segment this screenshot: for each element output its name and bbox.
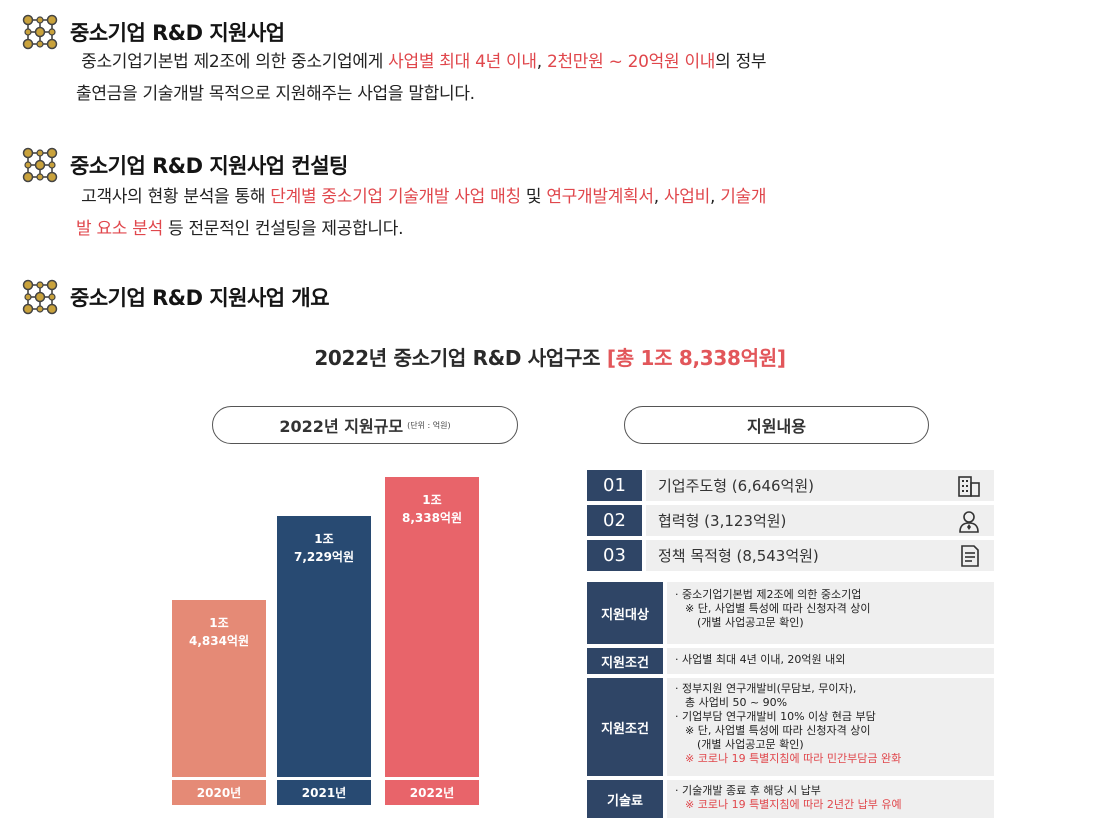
info-row-fee: 기술료 · 기술개발 종료 후 해당 시 납부 ※ 코로나 19 특별지침에 따… [587,780,994,818]
chart-bar: 1조 4,834억원 [172,600,266,777]
info-body: · 정부지원 연구개발비(무담보, 무이자), 총 사업비 50 ~ 90% ·… [667,678,994,776]
desc-text: , [536,52,547,72]
pill-unit: (단위 : 억원) [407,420,451,430]
structure-title-text: 2022년 중소기업 R&D 사업구조 [314,346,607,370]
desc-text: , [653,187,664,207]
program-cell: 정책 목적형 (8,543억원) [646,540,994,571]
bar-category-label: 2020년 [172,780,266,805]
info-line: · 사업별 최대 4년 이내, 20억원 내외 [675,653,846,666]
info-line: · 기술개발 종료 후 해당 시 납부 [675,784,821,797]
bar-category-label: 2022년 [385,780,479,805]
document-icon [961,544,979,567]
desc-text: , [709,187,721,207]
desc-highlight: 기술개 [720,187,767,207]
structure-title: 2022년 중소기업 R&D 사업구조 [총 1조 8,338억원] [0,342,1100,371]
program-label: 정책 목적형 (8,543억원) [658,547,819,565]
person-icon [959,510,979,533]
info-note: ※ 코로나 19 특별지침에 따라 2년간 납부 유예 [685,798,902,811]
structure-title-total: [총 1조 8,338억원] [606,346,786,370]
info-body: · 사업별 최대 4년 이내, 20억원 내외 [667,648,994,674]
bar-value-label: 1조 8,338억원 [401,493,463,525]
info-label: 지원조건 [587,648,663,674]
desc-highlight: 연구개발계획서 [546,187,654,207]
chart-bar: 1조 7,229억원 [277,516,371,777]
section-title: 중소기업 R&D 지원사업 컨설팅 [70,154,348,178]
desc-highlight: 발 요소 분석 [76,219,163,239]
info-line: ※ 단, 사업별 특성에 따라 신청자격 상이 [685,724,871,737]
desc-highlight: 사업비 [663,187,710,207]
info-line: (개별 사업공고문 확인) [697,616,804,629]
info-body: · 중소기업기본법 제2조에 의한 중소기업 ※ 단, 사업별 특성에 따라 신… [667,582,994,644]
desc-text: 고객사의 현황 분석을 통해 [81,187,271,207]
program-number: 03 [587,540,642,571]
program-label: 기업주도형 (6,646억원) [658,477,815,495]
pill-label: 지원내용 [747,417,806,436]
chart-bar: 1조 8,338억원 [385,477,479,777]
section-header: 중소기업 R&D 지원사업 [18,12,766,52]
program-label: 협력형 (3,123억원) [658,512,787,530]
program-cell: 협력형 (3,123억원) [646,505,994,536]
program-row: 01 기업주도형 (6,646억원) [587,470,994,501]
section-rnd-support: 중소기업 R&D 지원사업 중소기업기본법 제2조에 의한 중소기업에게 사업별… [18,12,767,110]
section-description: 중소기업기본법 제2조에 의한 중소기업에게 사업별 최대 4년 이내, 2천만… [18,46,767,110]
section-title: 중소기업 R&D 지원사업 [70,21,285,45]
info-body: · 기술개발 종료 후 해당 시 납부 ※ 코로나 19 특별지침에 따라 2년… [667,780,994,818]
section-rnd-overview: 중소기업 R&D 지원사업 개요 [18,277,330,317]
program-row: 03 정책 목적형 (8,543억원) [587,540,994,571]
section-header: 중소기업 R&D 지원사업 개요 [18,277,330,317]
section-title: 중소기업 R&D 지원사업 개요 [70,286,330,310]
desc-text: 의 정부 [715,52,767,72]
bar-category-label: 2021년 [277,780,371,805]
desc-highlight: 2천만원 ~ 20억원 이내 [546,52,716,72]
info-label: 지원대상 [587,582,663,644]
desc-highlight: 단계별 중소기업 기술개발 사업 매칭 [270,187,521,207]
network-node-icon [22,279,58,315]
bar-value-label: 1조 4,834억원 [188,616,250,649]
section-rnd-consulting: 중소기업 R&D 지원사업 컨설팅 고객사의 현황 분석을 통해 단계별 중소기… [18,145,767,245]
support-scale-chart: 1조 4,834억원 2020년 1조 7,229억원 2021년 1조 8,338억원… [160,460,500,805]
pill-label: 2022년 지원규모 [279,417,404,436]
info-line: · 기업부담 연구개발비 10% 이상 현금 부담 [675,710,876,723]
info-row-condition: 지원조건 · 사업별 최대 4년 이내, 20억원 내외 [587,648,994,674]
bar-value-label: 1조 7,229억원 [293,532,355,565]
info-line: · 정부지원 연구개발비(무담보, 무이자), [675,682,857,695]
info-note: ※ 코로나 19 특별지침에 따라 민간부담금 완화 [685,752,902,765]
network-node-icon [22,147,58,183]
info-line: 총 사업비 50 ~ 90% [685,696,788,709]
desc-text: 중소기업기본법 제2조에 의한 중소기업에게 [81,52,389,72]
support-content-pill: 지원내용 [624,406,929,444]
desc-highlight: 사업별 최대 4년 이내 [388,52,537,72]
info-line: ※ 단, 사업별 특성에 따라 신청자격 상이 [685,602,871,615]
network-node-icon [22,14,58,50]
info-label: 기술료 [587,780,663,818]
section-header: 중소기업 R&D 지원사업 컨설팅 [18,145,766,185]
desc-text: 등 전문적인 컨설팅을 제공합니다. [162,219,404,239]
info-label: 지원조건 [587,678,663,776]
program-number: 01 [587,470,642,501]
support-scale-pill: 2022년 지원규모 (단위 : 억원) [212,406,518,444]
info-line: (개별 사업공고문 확인) [697,738,804,751]
section-description: 고객사의 현황 분석을 통해 단계별 중소기업 기술개발 사업 매칭 및 연구개… [18,181,767,245]
info-row-target: 지원대상 · 중소기업기본법 제2조에 의한 중소기업 ※ 단, 사업별 특성에… [587,582,994,644]
program-number: 02 [587,505,642,536]
desc-text: 및 [520,187,547,207]
desc-text: 출연금을 기술개발 목적으로 지원해주는 사업을 말합니다. [76,84,475,104]
building-icon [958,475,980,497]
program-cell: 기업주도형 (6,646억원) [646,470,994,501]
program-row: 02 협력형 (3,123억원) [587,505,994,536]
info-row-condition-detail: 지원조건 · 정부지원 연구개발비(무담보, 무이자), 총 사업비 50 ~ … [587,678,994,776]
info-line: · 중소기업기본법 제2조에 의한 중소기업 [675,588,862,601]
